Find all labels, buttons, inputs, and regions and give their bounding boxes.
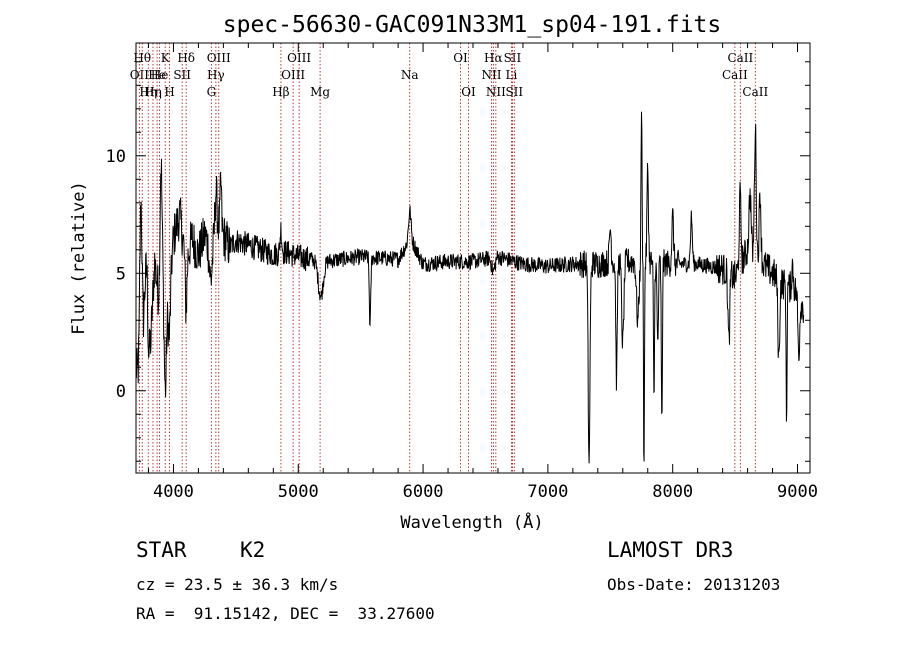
line-marker-label: OIII bbox=[281, 68, 305, 82]
y-axis-label: Flux (relative) bbox=[69, 181, 89, 335]
object-subclass: K2 bbox=[240, 538, 266, 562]
x-tick-label: 6000 bbox=[403, 482, 444, 502]
spectrum-line bbox=[135, 111, 805, 464]
x-axis-label: Wavelength (Å) bbox=[400, 511, 543, 533]
line-markers: OIIHθHηHηHeHeKHSIIHδGHγOIIIHβOIIIOIIIMgN… bbox=[130, 43, 768, 473]
line-marker-label: G bbox=[207, 85, 217, 99]
x-tick-label: 4000 bbox=[153, 482, 194, 502]
y-tick-label: 5 bbox=[116, 264, 126, 284]
line-marker-label: SII bbox=[504, 51, 522, 65]
line-marker-label: Li bbox=[506, 68, 518, 82]
y-tick-label: 10 bbox=[106, 147, 126, 167]
line-marker-label: He bbox=[151, 68, 169, 82]
plot-frame bbox=[135, 42, 811, 474]
line-marker-label: H bbox=[164, 85, 174, 99]
line-marker-label: CaII bbox=[722, 68, 748, 82]
coordinates: RA = 91.15142, DEC = 33.27600 bbox=[136, 604, 435, 623]
line-marker-label: Mg bbox=[310, 85, 330, 99]
x-tick-label: 5000 bbox=[278, 482, 319, 502]
line-marker-label: OIII bbox=[207, 51, 231, 65]
chart-title: spec-56630-GAC091N33M1_sp04-191.fits bbox=[223, 12, 722, 38]
line-marker-label: K bbox=[161, 51, 171, 65]
line-marker-label: Hβ bbox=[272, 85, 289, 99]
observation-date: Obs-Date: 20131203 bbox=[607, 575, 781, 594]
line-marker-label: NII bbox=[486, 85, 506, 99]
line-marker-label: He bbox=[148, 68, 166, 82]
line-marker-label: Na bbox=[401, 68, 419, 82]
line-marker-label: OI bbox=[461, 85, 476, 99]
line-marker-label: OII bbox=[130, 68, 150, 82]
spectrum bbox=[135, 111, 805, 464]
line-marker-label: CaII bbox=[742, 85, 768, 99]
redshift-velocity: cz = 23.5 ± 36.3 km/s bbox=[136, 575, 339, 594]
object-class: STAR bbox=[136, 538, 187, 562]
survey-name: LAMOST DR3 bbox=[607, 538, 734, 562]
x-tick-label: 8000 bbox=[652, 482, 693, 502]
line-marker-label: SII bbox=[173, 68, 191, 82]
y-tick-label: 0 bbox=[116, 382, 126, 402]
line-marker-label: Hδ bbox=[177, 51, 195, 65]
line-marker-label: NII bbox=[481, 68, 501, 82]
line-marker-label: OIII bbox=[287, 51, 311, 65]
line-marker-label: OI bbox=[453, 51, 468, 65]
line-marker-label: Hγ bbox=[207, 68, 225, 82]
x-tick-label: 7000 bbox=[527, 482, 568, 502]
line-marker-label: CaII bbox=[727, 51, 753, 65]
axis-ticks: 4000 5000 6000 7000 8000 9000 0 5 10 bbox=[106, 43, 818, 502]
line-marker-label: Hα bbox=[484, 51, 503, 65]
line-marker-label: SII bbox=[505, 85, 523, 99]
x-tick-label: 9000 bbox=[777, 482, 818, 502]
